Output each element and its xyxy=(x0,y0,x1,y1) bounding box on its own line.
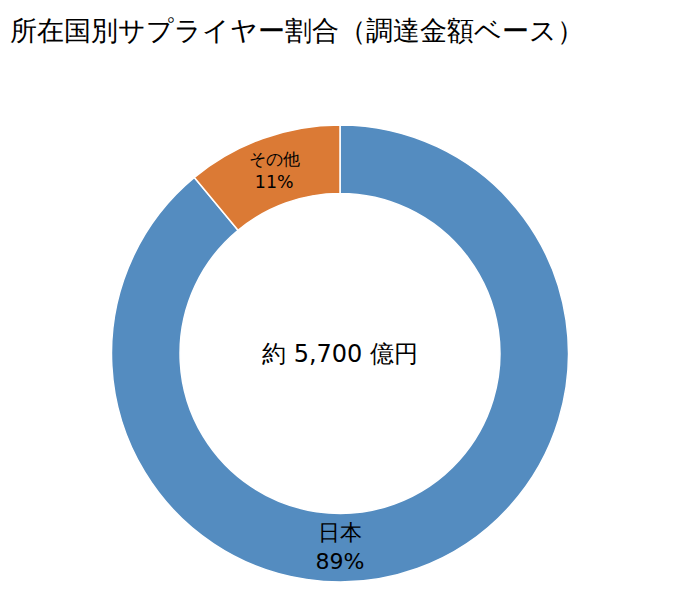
svg-text:約 5,700 億円: 約 5,700 億円 xyxy=(262,340,418,368)
svg-text:日本89%: 日本89% xyxy=(316,520,365,574)
svg-text:所在国別サプライヤー割合（調達金額ベース）: 所在国別サプライヤー割合（調達金額ベース） xyxy=(10,15,584,46)
svg-text:その他11%: その他11% xyxy=(249,149,300,192)
